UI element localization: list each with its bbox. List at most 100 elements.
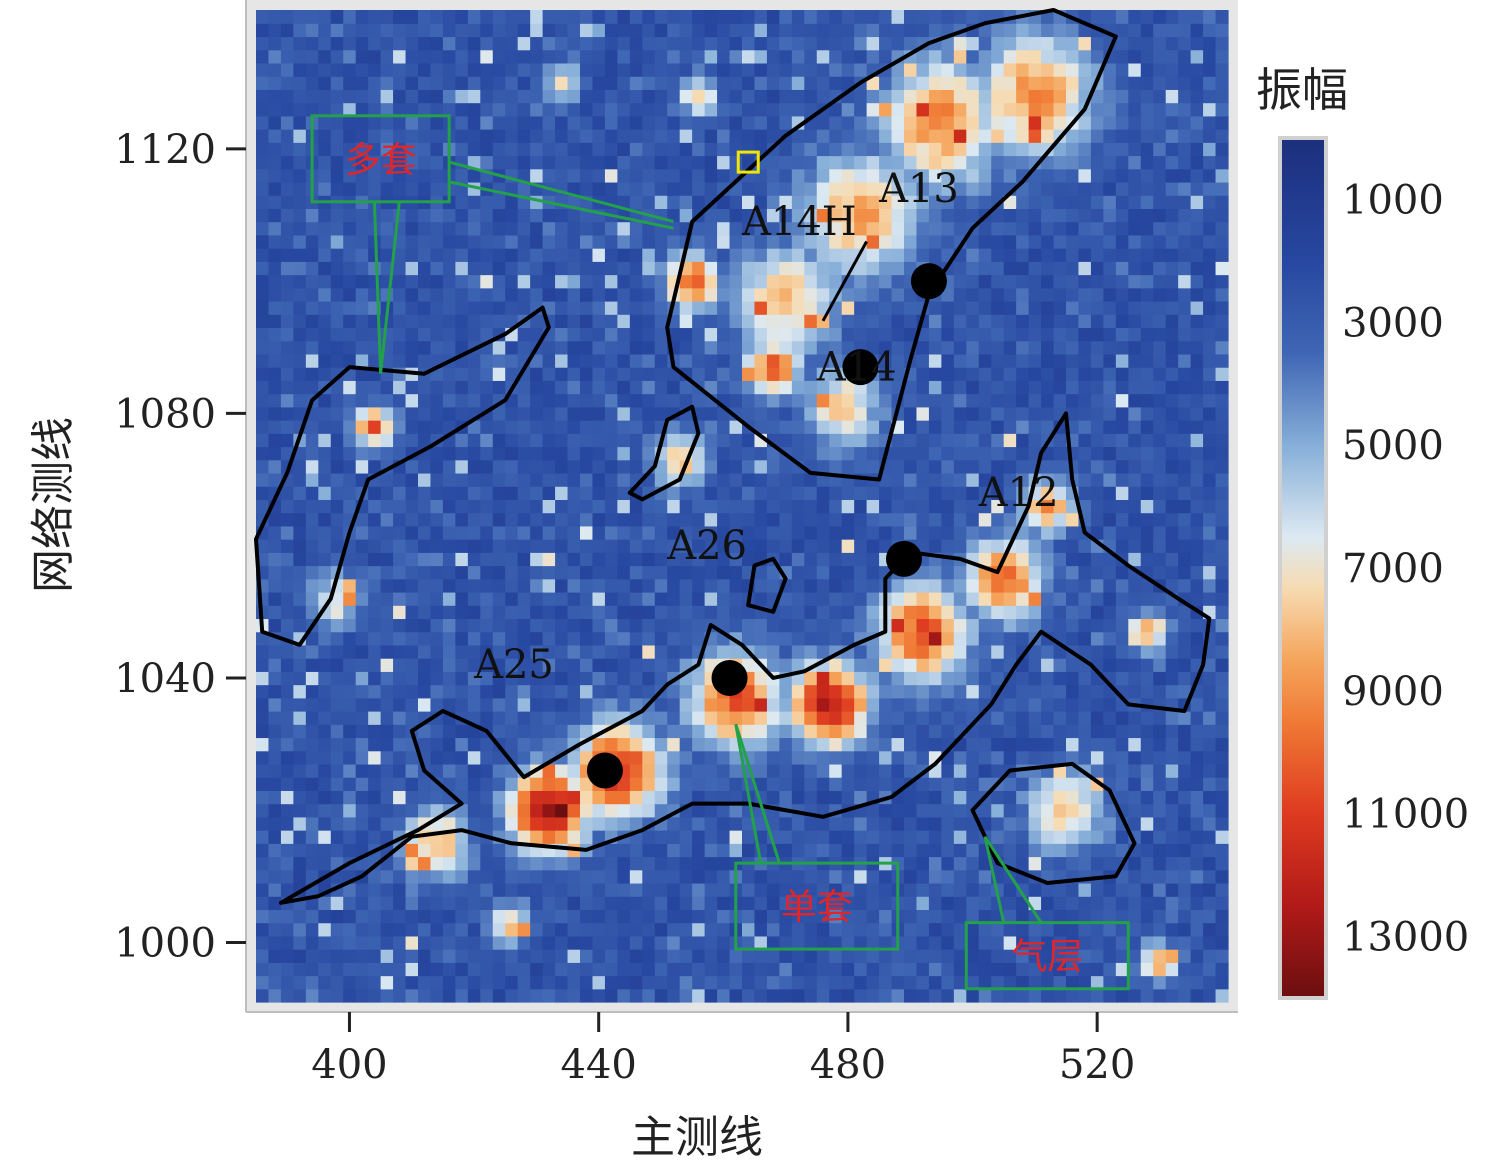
heatmap-cell <box>654 843 668 858</box>
heatmap-cell <box>654 882 668 897</box>
heatmap-cell <box>455 195 469 210</box>
heatmap-cell <box>355 658 369 672</box>
heatmap-cell <box>592 486 606 500</box>
heatmap-cell <box>318 618 332 633</box>
heatmap-cell <box>717 988 731 1003</box>
heatmap-cell <box>941 671 955 686</box>
heatmap-cell <box>455 525 469 540</box>
heatmap-cell <box>355 221 369 236</box>
heatmap-cell <box>1016 803 1030 818</box>
heatmap-cell <box>1003 949 1017 963</box>
heatmap-cell <box>480 843 494 858</box>
heatmap-cell <box>517 406 531 421</box>
heatmap-cell <box>1078 446 1092 461</box>
heatmap-cell <box>928 962 942 977</box>
heatmap-cell <box>991 89 1005 104</box>
heatmap-cell <box>268 459 282 474</box>
heatmap-cell <box>779 142 793 157</box>
heatmap-cell <box>754 261 768 276</box>
heatmap-cell <box>380 181 394 196</box>
heatmap-cell <box>642 975 656 990</box>
heatmap-cell <box>1041 327 1055 342</box>
heatmap-cell <box>480 763 494 778</box>
heatmap-cell <box>555 631 569 646</box>
heatmap-cell <box>430 208 444 223</box>
heatmap-cell <box>742 380 756 395</box>
heatmap-cell <box>343 274 357 289</box>
heatmap-cell <box>592 155 606 170</box>
heatmap-cell <box>804 525 818 540</box>
heatmap-cell <box>841 499 855 514</box>
heatmap-cell <box>567 644 581 659</box>
heatmap-cell <box>779 882 793 897</box>
heatmap-cell <box>904 142 918 157</box>
heatmap-cell <box>580 433 594 448</box>
heatmap-cell <box>991 446 1005 461</box>
heatmap-cell <box>704 446 718 461</box>
heatmap-cell <box>692 234 706 249</box>
heatmap-cell <box>804 327 818 342</box>
heatmap-cell <box>642 406 656 421</box>
heatmap-cell <box>804 830 818 844</box>
heatmap-cell <box>841 724 855 739</box>
heatmap-cell <box>729 76 743 90</box>
heatmap-cell <box>679 49 693 64</box>
heatmap-cell <box>654 830 668 844</box>
heatmap-cell <box>779 420 793 434</box>
heatmap-cell <box>941 76 955 90</box>
heatmap-cell <box>729 565 743 580</box>
heatmap-cell <box>804 684 818 699</box>
heatmap-cell <box>953 671 967 686</box>
heatmap-cell <box>492 697 506 712</box>
heatmap-cell <box>1016 975 1030 990</box>
heatmap-cell <box>256 711 270 725</box>
heatmap-cell <box>567 591 581 606</box>
heatmap-cell <box>879 10 893 24</box>
heatmap-cell <box>1016 380 1030 395</box>
heatmap-cell <box>629 499 643 514</box>
heatmap-cell <box>667 248 681 262</box>
heatmap-cell <box>617 552 631 567</box>
heatmap-cell <box>717 433 731 448</box>
heatmap-cell <box>1078 856 1092 871</box>
heatmap-cell <box>305 935 319 950</box>
heatmap-cell <box>343 935 357 950</box>
heatmap-cell <box>891 340 905 355</box>
heatmap-cell <box>1028 949 1042 963</box>
heatmap-cell <box>1066 790 1080 805</box>
heatmap-cell <box>866 843 880 858</box>
heatmap-cell <box>953 36 967 51</box>
heatmap-cell <box>754 486 768 500</box>
heatmap-cell <box>305 287 319 302</box>
heatmap-cell <box>854 896 868 911</box>
heatmap-cell <box>318 790 332 805</box>
heatmap-cell <box>268 49 282 64</box>
heatmap-cell <box>268 896 282 911</box>
heatmap-cell <box>268 195 282 210</box>
heatmap-cell <box>1078 552 1092 567</box>
heatmap-cell <box>642 882 656 897</box>
heatmap-cell <box>330 737 344 752</box>
heatmap-cell <box>268 115 282 130</box>
heatmap-cell <box>617 697 631 712</box>
heatmap-cell <box>916 935 930 950</box>
heatmap-cell <box>1066 830 1080 844</box>
heatmap-cell <box>555 711 569 725</box>
heatmap-cell <box>530 790 544 805</box>
heatmap-cell <box>966 631 980 646</box>
heatmap-cell <box>567 539 581 553</box>
heatmap-cell <box>530 935 544 950</box>
heatmap-cell <box>330 300 344 315</box>
heatmap-cell <box>268 552 282 567</box>
heatmap-cell <box>667 777 681 791</box>
heatmap-cell <box>555 486 569 500</box>
heatmap-cell <box>978 181 992 196</box>
heatmap-cell <box>355 406 369 421</box>
heatmap-cell <box>717 248 731 262</box>
heatmap-cell <box>704 234 718 249</box>
heatmap-cell <box>928 102 942 117</box>
heatmap-cell <box>941 486 955 500</box>
heatmap-cell <box>442 472 456 487</box>
heatmap-cell <box>256 62 270 77</box>
heatmap-cell <box>629 684 643 699</box>
